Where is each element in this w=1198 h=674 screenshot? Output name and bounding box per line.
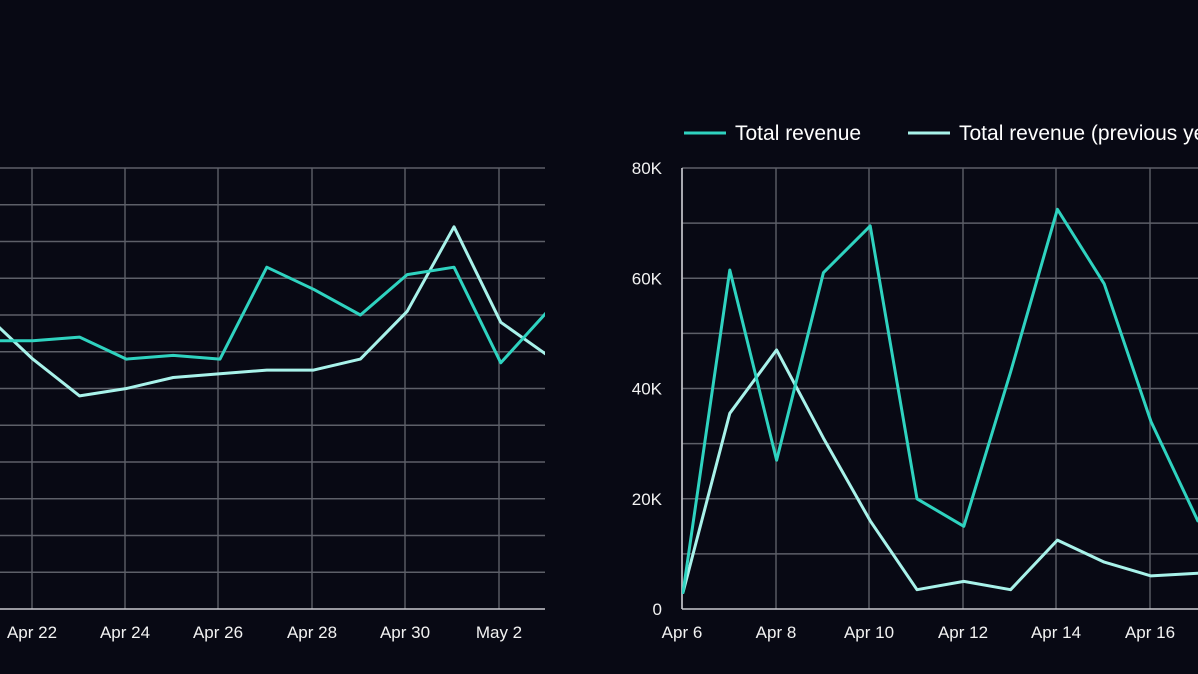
series-line-total-revenue-previous-year — [0, 225, 545, 398]
x-tick-label: Apr 16 — [1125, 623, 1175, 642]
legend-label: Total revenue — [735, 122, 861, 145]
x-tick-label: Apr 30 — [380, 623, 430, 642]
x-tick-label: Apr 8 — [756, 623, 797, 642]
series-line-total-revenue-previous-year — [682, 348, 1198, 594]
y-tick-label: 80K — [632, 159, 663, 178]
x-tick-label: Apr 12 — [938, 623, 988, 642]
x-tick-label: Apr 28 — [287, 623, 337, 642]
y-tick-label: 0 — [653, 600, 662, 619]
x-tick-label: Apr 26 — [193, 623, 243, 642]
series-line-total-revenue — [0, 265, 545, 365]
legend-label: Total revenue (previous year) — [959, 122, 1198, 145]
series-line-total-revenue — [682, 207, 1198, 594]
x-tick-label: Apr 24 — [100, 623, 150, 642]
x-tick-label: Apr 6 — [662, 623, 703, 642]
y-tick-label: 40K — [632, 380, 663, 399]
x-tick-label: Apr 22 — [7, 623, 57, 642]
x-tick-label: May 2 — [476, 623, 522, 642]
x-tick-label: Apr 14 — [1031, 623, 1081, 642]
y-tick-label: 60K — [632, 269, 663, 288]
x-tick-label: Apr 10 — [844, 623, 894, 642]
y-tick-label: 20K — [632, 490, 663, 509]
